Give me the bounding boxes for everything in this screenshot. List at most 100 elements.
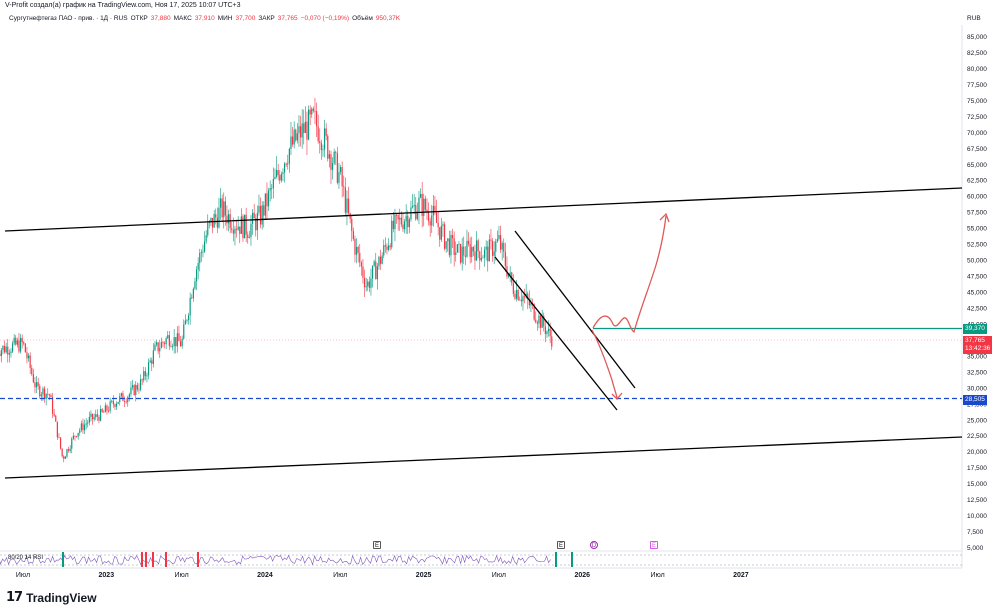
candle-body <box>287 163 289 165</box>
candle-body <box>111 400 113 402</box>
candle-body <box>435 212 438 223</box>
candle-body <box>45 393 47 399</box>
price-tick-label: 55,000 <box>967 226 987 233</box>
price-tick-label: 62,500 <box>967 178 987 185</box>
candle-body <box>243 214 246 239</box>
candle-body <box>301 123 303 138</box>
candle-body <box>181 338 183 347</box>
candle-body <box>367 281 369 287</box>
candle-body <box>157 342 159 352</box>
candle-body <box>2 345 4 351</box>
bullish-projection-arrow[interactable] <box>592 215 667 333</box>
earnings-event-icon[interactable]: E <box>557 541 565 549</box>
candle-body <box>418 197 420 212</box>
earnings-event-icon[interactable]: E <box>650 541 658 549</box>
support-level-badge[interactable]: 28,505 <box>963 395 987 405</box>
candle-body <box>440 225 442 240</box>
candle-body <box>213 214 215 228</box>
candle-body <box>58 437 60 439</box>
candle-body <box>341 167 343 187</box>
candle-body <box>448 238 450 256</box>
price-tick-label: 75,000 <box>967 98 987 105</box>
candle-body <box>389 245 391 248</box>
candle-body <box>290 136 292 149</box>
candle-body <box>119 395 121 402</box>
candle-body <box>138 389 140 391</box>
time-tick-label: Июл <box>333 572 347 579</box>
candle-body <box>154 344 156 351</box>
candle-body <box>482 257 484 259</box>
candle-body <box>336 152 338 183</box>
earnings-event-icon[interactable]: E <box>373 541 381 549</box>
candle-body <box>144 371 146 377</box>
candle-body <box>24 343 26 353</box>
candle-body <box>304 121 306 134</box>
candle-body <box>235 228 238 230</box>
bar-countdown: 13:42:36 <box>965 345 991 352</box>
candle-body <box>519 299 521 301</box>
candle-body <box>205 235 207 242</box>
candle-body <box>135 384 137 395</box>
candle-body <box>520 299 522 302</box>
candle-body <box>424 198 426 210</box>
candle-body <box>464 255 466 257</box>
candle-body <box>378 256 380 267</box>
descending-channel-lower[interactable] <box>494 256 618 411</box>
price-tick-label: 85,000 <box>967 34 987 41</box>
rsi-pane[interactable] <box>0 552 962 567</box>
candle-body <box>303 123 305 134</box>
candle-body <box>549 328 551 337</box>
candle-body <box>114 404 116 407</box>
candle-body <box>173 337 175 347</box>
candle-body <box>128 394 130 398</box>
candle-body <box>258 205 260 213</box>
bearish-projection-arrow[interactable] <box>591 329 618 399</box>
candle-body <box>488 239 490 262</box>
candle-body <box>285 163 287 165</box>
candle-body <box>245 214 247 235</box>
candle-body <box>469 244 471 258</box>
rsi-indicator-label[interactable]: 80/20 14 RSI <box>8 555 44 561</box>
volume-label: Объём <box>352 14 373 22</box>
descending-channel-upper[interactable] <box>514 230 636 389</box>
candle-body <box>368 281 370 288</box>
candle-body <box>149 360 151 363</box>
price-tick-label: 30,000 <box>967 385 987 392</box>
bullish-arrowhead <box>659 212 670 223</box>
candle-body <box>327 135 329 159</box>
rsi-oversold-marker <box>555 552 557 567</box>
dividend-event-icon[interactable]: D <box>590 541 598 549</box>
time-axis[interactable]: Июл 2023 Июл 2024 Июл 2025 Июл 2026 Июл 2027 <box>16 572 749 579</box>
candle-body <box>184 320 186 325</box>
currency-label[interactable]: RUB <box>967 15 981 22</box>
candle-body <box>202 251 204 253</box>
open-label: ОТКР <box>130 14 148 22</box>
price-axis[interactable]: 5,000 7,500 10,000 12,500 15,000 17,500 20,000… <box>967 34 987 552</box>
symbol-name[interactable]: Сургутнефтегаз ПАО - прив. · 1Д · RUS <box>9 14 128 22</box>
tradingview-logo[interactable]: 17 TradingView <box>6 590 97 605</box>
candle-body <box>211 218 214 228</box>
candle-body <box>18 340 20 352</box>
candle-body <box>485 246 487 250</box>
last-price-badge[interactable]: 37,765 13:42:36 <box>963 336 993 354</box>
candle-body <box>490 239 492 241</box>
candle-body <box>183 324 185 339</box>
candle-body <box>71 438 73 449</box>
candle-body <box>53 413 55 416</box>
candle-body <box>405 215 407 222</box>
upper-channel-trendline[interactable] <box>4 187 963 232</box>
candle-body <box>370 278 372 288</box>
candle-body <box>31 367 33 374</box>
candle-body <box>274 176 276 179</box>
lower-channel-trendline[interactable] <box>4 436 963 479</box>
candle-body <box>323 128 326 150</box>
candle-body <box>221 198 223 218</box>
candle-body <box>178 333 180 342</box>
low-label: МИН <box>217 14 233 22</box>
candle-body <box>501 243 503 250</box>
resistance-level-badge[interactable]: 39,370 <box>963 324 987 334</box>
candle-body <box>272 178 274 189</box>
candle-body <box>363 277 366 288</box>
candle-body <box>40 394 42 397</box>
